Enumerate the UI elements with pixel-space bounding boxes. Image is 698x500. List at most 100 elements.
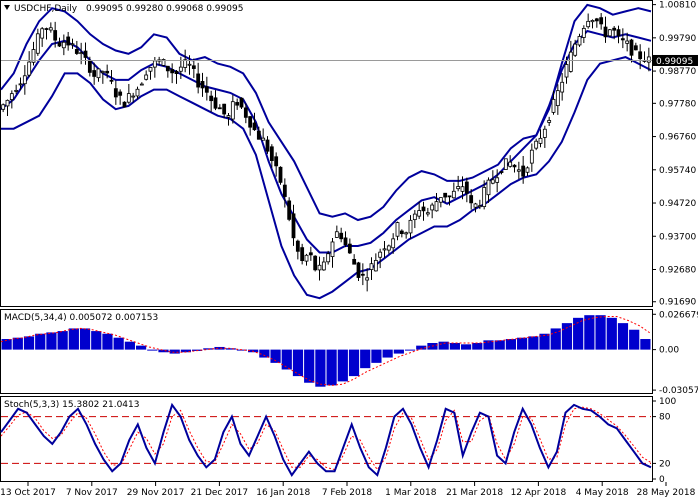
candle-body <box>365 277 370 281</box>
candle-body <box>529 149 534 164</box>
candle-body <box>187 63 192 66</box>
candle-body <box>243 107 248 118</box>
candle-body <box>256 130 261 140</box>
candle-body <box>646 56 651 63</box>
candle-body <box>248 116 253 128</box>
candle-body <box>131 95 136 98</box>
candle-body <box>625 40 630 44</box>
time-tick-label: 21 Dec 2017 <box>191 488 249 498</box>
candle-body <box>399 230 404 235</box>
macd-bar <box>494 340 505 350</box>
macd-tick-label: -0.030571 <box>659 386 698 396</box>
candle-body <box>456 186 461 190</box>
stoch-lines <box>0 402 652 477</box>
candle-body <box>482 187 487 207</box>
time-tick-label: 28 May 2018 <box>637 488 696 498</box>
macd-histogram <box>1 315 651 387</box>
candle-body <box>44 28 49 30</box>
candle-body <box>430 204 435 211</box>
candle-body <box>386 245 391 251</box>
macd-bar <box>124 341 135 350</box>
candle-body <box>473 203 478 208</box>
macd-bar <box>147 349 158 351</box>
candle-body <box>594 18 599 22</box>
candle-body <box>638 51 643 60</box>
price-tick-label: 0.99790 <box>659 34 696 44</box>
macd-bar <box>292 349 304 377</box>
macd-bar <box>573 317 584 350</box>
candle-body <box>217 107 222 110</box>
collapse-triangle-icon[interactable] <box>4 5 10 10</box>
candle-body <box>603 26 608 38</box>
macd-bar <box>304 349 315 383</box>
candle-body <box>209 95 214 102</box>
chart-symbol-label: USDCHF,Daily 0.99095 0.99280 0.99068 0.9… <box>14 4 243 14</box>
macd-bar <box>472 342 483 350</box>
macd-bar <box>35 333 46 350</box>
candle-body <box>321 261 326 271</box>
time-tick-label: 12 Apr 2018 <box>511 488 567 498</box>
candle-body <box>417 210 422 217</box>
bollinger-middle-line <box>0 29 652 254</box>
candle-body <box>87 60 92 73</box>
macd-bar <box>539 333 550 350</box>
candle-body <box>564 64 569 78</box>
macd-bar <box>135 345 147 350</box>
macd-bar <box>460 344 472 350</box>
macd-tick-label: 0.00 <box>659 346 679 356</box>
candle-body <box>633 45 638 51</box>
bollinger-lower-line <box>1 56 652 300</box>
macd-bar <box>102 333 113 350</box>
price-tick-label: 0.96760 <box>659 133 696 143</box>
candle-body <box>200 81 205 89</box>
macd-bar <box>382 349 393 358</box>
candle-body <box>369 263 374 270</box>
macd-bar <box>270 349 281 363</box>
candle-body <box>40 28 45 39</box>
candle-body <box>191 65 196 69</box>
macd-bar <box>12 337 23 350</box>
macd-bar <box>371 349 382 363</box>
candle-body <box>382 248 387 251</box>
macd-bar <box>348 349 360 377</box>
price-tick-label: 0.92680 <box>659 265 696 275</box>
macd-bar <box>404 349 416 351</box>
candle-body <box>109 79 114 82</box>
candle-body <box>542 128 547 138</box>
macd-bar <box>483 340 494 350</box>
macd-bar <box>561 323 573 350</box>
candle-body <box>620 38 625 41</box>
candle-body <box>317 264 322 271</box>
candle-body <box>152 60 157 68</box>
candle-body <box>334 231 339 238</box>
candle-body <box>31 49 36 63</box>
macd-bar <box>640 339 651 350</box>
candle-body <box>122 101 127 108</box>
macd-bar <box>169 349 180 354</box>
macd-bar <box>281 349 292 370</box>
candle-body <box>239 97 244 108</box>
candle-body <box>469 195 474 204</box>
candle-body <box>412 213 417 221</box>
macd-label: MACD(5,34,4) 0.005072 0.007153 <box>4 313 158 323</box>
candle-body <box>373 259 378 272</box>
candle-body <box>66 36 71 46</box>
candle-body <box>1 104 6 110</box>
candle-body <box>521 165 526 177</box>
candle-body <box>356 262 361 278</box>
candle-body <box>360 273 365 276</box>
macd-bar <box>158 349 169 353</box>
macd-bar <box>79 328 91 350</box>
price-candles <box>1 13 651 292</box>
macd-bar <box>393 349 404 354</box>
time-tick-label: 4 May 2018 <box>576 488 629 498</box>
macd-bar <box>315 349 326 387</box>
macd-bar <box>505 339 517 350</box>
stoch-axis: 100 80 20 0 <box>652 397 676 485</box>
candle-body <box>118 91 123 96</box>
price-tick-label: 0.98770 <box>659 67 696 77</box>
candle-body <box>300 247 305 262</box>
macd-bar <box>606 317 617 350</box>
candle-body <box>378 251 383 258</box>
